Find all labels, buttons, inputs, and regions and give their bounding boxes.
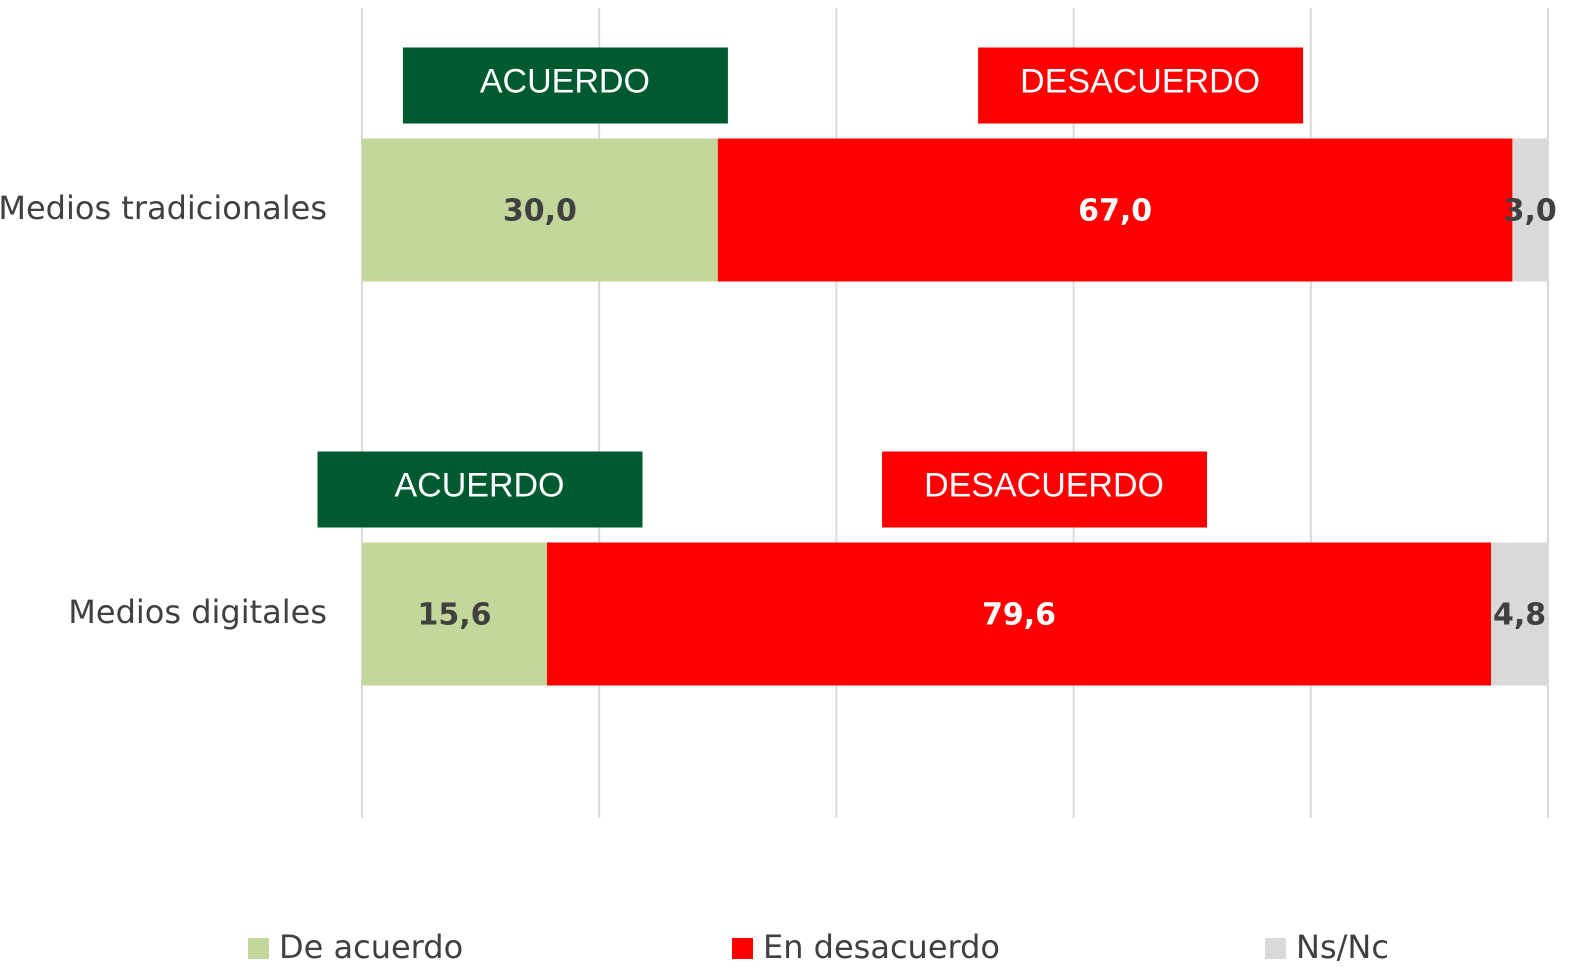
annotation-box — [317, 451, 643, 528]
value-label: 3,0 — [1504, 194, 1557, 229]
legend-label: Ns/Nc — [1296, 928, 1389, 966]
value-label: 30,0 — [503, 194, 577, 229]
value-label: 79,6 — [982, 598, 1056, 633]
legend-swatch — [248, 938, 269, 959]
category-label: Medios tradicionales — [0, 189, 327, 227]
category-label: Medios digitales — [68, 593, 327, 631]
annotation-text: ACUERDO — [480, 62, 650, 100]
annotation-text: ACUERDO — [394, 466, 564, 504]
legend-label: En desacuerdo — [763, 928, 1000, 966]
bar-segment — [547, 542, 1492, 686]
legend-label: De acuerdo — [279, 928, 463, 966]
value-label: 67,0 — [1078, 194, 1152, 229]
value-label: 4,8 — [1493, 598, 1546, 633]
bar-segment — [1491, 542, 1548, 686]
annotation-text: DESACUERDO — [924, 466, 1164, 504]
legend-swatch — [732, 938, 753, 959]
bar-segment — [717, 138, 1513, 282]
annotation-box — [882, 451, 1208, 528]
annotation-box — [402, 47, 728, 124]
bar-segment — [362, 542, 548, 686]
legend-swatch — [1265, 938, 1286, 959]
annotation-box — [978, 47, 1304, 124]
annotation-text: DESACUERDO — [1020, 62, 1260, 100]
value-label: 15,6 — [417, 598, 491, 633]
bar-segment — [1512, 138, 1548, 282]
bar-segment — [362, 138, 718, 282]
